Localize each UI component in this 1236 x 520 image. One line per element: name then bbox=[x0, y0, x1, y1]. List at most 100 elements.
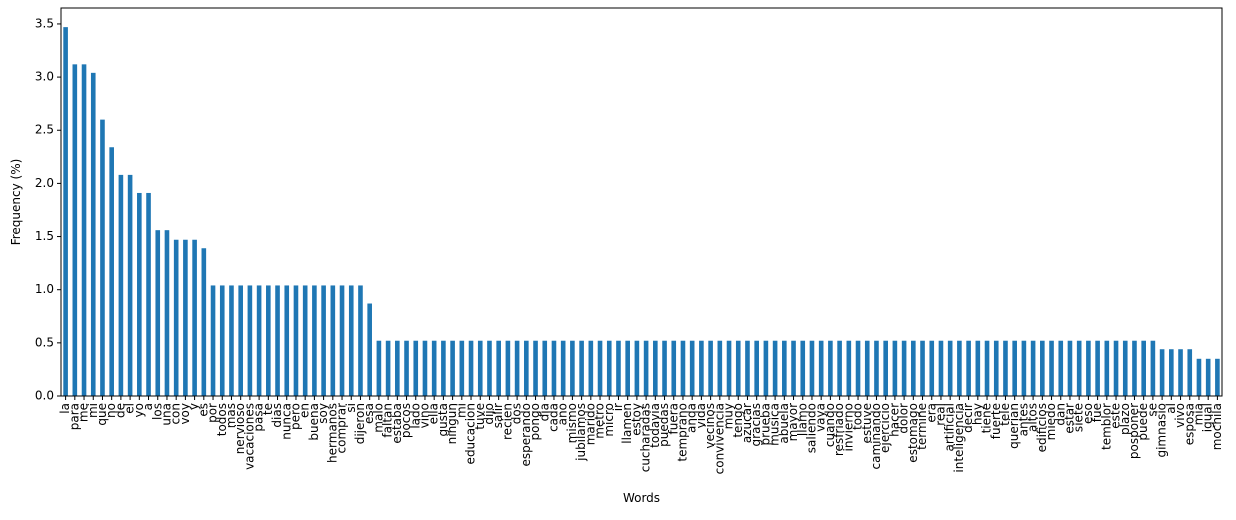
x-tick-label: hacer bbox=[887, 403, 901, 437]
bar-mismo bbox=[570, 340, 575, 396]
bar-no bbox=[109, 147, 114, 396]
x-tick-label: edificios bbox=[1035, 403, 1049, 452]
x-tick-label: comprar bbox=[335, 403, 349, 454]
x-tick-label: esperando bbox=[519, 403, 533, 467]
bar-vacaciones bbox=[247, 285, 253, 396]
x-tick-label: nervioso bbox=[233, 403, 247, 454]
y-tick-label: 1.5 bbox=[35, 229, 54, 243]
bar-tele bbox=[1003, 340, 1008, 396]
bar-nervioso bbox=[238, 285, 243, 396]
bar-posponer bbox=[1132, 340, 1137, 396]
bar-caminando bbox=[874, 340, 879, 396]
x-tick-label: me bbox=[77, 403, 91, 422]
bar-estoy bbox=[634, 340, 640, 396]
bar-tengo bbox=[735, 340, 741, 396]
y-axis-label: Frequency (%) bbox=[9, 159, 23, 246]
bar-mi bbox=[459, 340, 465, 396]
bar-muy bbox=[726, 340, 732, 396]
bar-todos bbox=[219, 285, 225, 396]
bar-anda bbox=[689, 340, 695, 396]
bar-pasa bbox=[256, 285, 262, 396]
bar-estar bbox=[1067, 340, 1073, 396]
y-tick-label: 3.0 bbox=[35, 70, 54, 84]
bar-real bbox=[938, 340, 944, 396]
x-tick-label: al bbox=[1164, 403, 1178, 414]
bar-ella bbox=[431, 340, 437, 396]
bar-estomago bbox=[911, 340, 916, 396]
bar-hay bbox=[975, 340, 981, 396]
x-tick-label: dolor bbox=[897, 403, 911, 434]
y-tick-label: 0.5 bbox=[35, 335, 54, 349]
x-tick-label: se bbox=[1145, 403, 1159, 417]
bar-estuve bbox=[864, 340, 870, 396]
bar-cuando bbox=[828, 340, 833, 396]
bar-eso bbox=[1086, 340, 1091, 396]
x-tick-label: puedas bbox=[657, 403, 671, 447]
bar-altos bbox=[1030, 340, 1036, 396]
bar-edificios bbox=[1040, 340, 1045, 396]
bar-llamo bbox=[800, 340, 806, 396]
x-tick-label: salir bbox=[491, 403, 505, 428]
bar-esperando bbox=[524, 340, 529, 396]
bar-era bbox=[929, 340, 935, 396]
bar-a bbox=[146, 192, 151, 396]
x-tick-label: dan bbox=[1053, 403, 1067, 426]
x-tick-label: cuando bbox=[823, 403, 837, 447]
bar-pongo bbox=[533, 340, 538, 396]
bar-temblor bbox=[1104, 340, 1110, 396]
bar-te bbox=[266, 285, 271, 396]
bar-dan bbox=[1058, 340, 1064, 396]
x-tick-label: altos bbox=[1026, 403, 1040, 432]
x-tick-label: gimnasio bbox=[1155, 403, 1169, 458]
bar-vino bbox=[422, 340, 428, 396]
x-tick-label: vecinos bbox=[703, 403, 717, 449]
x-tick-label: jubilamos bbox=[574, 403, 588, 462]
bar-faltan bbox=[385, 340, 391, 396]
x-tick-label: buena bbox=[307, 403, 321, 441]
x-tick-label: estoy bbox=[629, 403, 643, 436]
bar-me bbox=[81, 64, 87, 396]
x-tick-label: artificial bbox=[943, 403, 957, 452]
bar-vaya bbox=[818, 340, 824, 396]
x-tick-label: vida bbox=[694, 403, 708, 428]
x-tick-label: pasa bbox=[252, 403, 266, 432]
bar-decir bbox=[966, 340, 971, 396]
bar-esposa bbox=[1187, 349, 1193, 396]
bar-este bbox=[1113, 340, 1119, 396]
bar-mia bbox=[1196, 358, 1202, 396]
bar-todavia bbox=[653, 340, 658, 396]
x-tick-label: hay bbox=[970, 403, 984, 425]
bar-vida bbox=[699, 340, 704, 396]
bar-invierno bbox=[846, 340, 852, 396]
x-tick-label: tele bbox=[998, 403, 1012, 426]
x-tick-label: vaya bbox=[814, 403, 828, 432]
bar-mayor bbox=[791, 340, 796, 396]
x-tick-label: metro bbox=[593, 403, 607, 439]
x-tick-label: una bbox=[159, 403, 173, 426]
x-tick-label: recien bbox=[500, 403, 514, 440]
bar-lado bbox=[413, 340, 419, 396]
x-tick-label: ella bbox=[427, 403, 441, 424]
bar-azucar bbox=[745, 340, 750, 396]
x-tick-label: plazo bbox=[1118, 403, 1132, 435]
bar-comprar bbox=[339, 285, 345, 396]
x-tick-label: ano bbox=[556, 403, 570, 425]
x-tick-label: dias bbox=[270, 403, 284, 428]
x-tick-label: mayor bbox=[786, 403, 800, 441]
x-tick-label: posponer bbox=[1127, 403, 1141, 459]
bar-siete bbox=[1076, 340, 1082, 396]
y-axis: 0.0 0.5 1.0 1.5 2.0 2.5 3.0 3.5 bbox=[35, 16, 61, 403]
bar-hacer bbox=[892, 340, 898, 396]
bar-en bbox=[302, 285, 308, 396]
x-tick-label: saliendo bbox=[804, 403, 818, 453]
x-tick-label: mochila bbox=[1210, 403, 1224, 450]
bar-gracias bbox=[754, 340, 759, 396]
bar-artificial bbox=[947, 340, 953, 396]
bar-saliendo bbox=[809, 340, 815, 396]
x-tick-label: fue bbox=[1090, 403, 1104, 422]
bar-con bbox=[173, 239, 179, 396]
x-tick-label: gracias bbox=[749, 403, 763, 446]
bar-cucharadas bbox=[643, 340, 649, 396]
x-tick-label: lado bbox=[408, 403, 422, 429]
bar-convivencia bbox=[717, 340, 723, 396]
